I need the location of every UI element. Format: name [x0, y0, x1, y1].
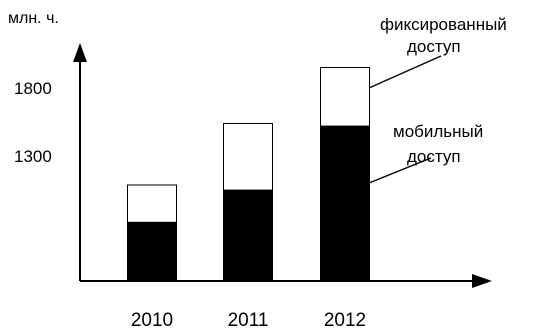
y-axis-arrowhead: [73, 43, 87, 62]
bars-group: [127, 67, 370, 282]
bar-mobile-access-2011: [223, 189, 273, 282]
x-tick-label-2011: 2011: [228, 310, 269, 330]
x-tick-label-2012: 2012: [324, 310, 366, 330]
mobile-access-callout-line: [368, 157, 432, 184]
mobile-access-label-line2: доступ: [407, 147, 461, 166]
x-axis-arrowhead: [472, 274, 492, 288]
bar-fixed-access-2012: [320, 67, 370, 127]
bar-mobile-access-2012: [320, 125, 370, 282]
fixed-access-callout-line: [368, 55, 442, 89]
y-axis-label: млн. ч.: [8, 10, 59, 27]
mobile-access-label-line1: мобильный: [393, 122, 483, 141]
y-tick-label-1800: 1800: [14, 79, 52, 98]
bar-fixed-access-2011: [223, 122, 273, 191]
fixed-access-label-line1: фиксированный: [380, 15, 507, 34]
x-tick-labels: 2010 2011 2012: [131, 310, 366, 330]
x-tick-label-2010: 2010: [131, 310, 173, 330]
bar-mobile-access-2010: [127, 221, 177, 282]
y-tick-label-1300: 1300: [14, 147, 52, 166]
fixed-access-label-line2: доступ: [407, 37, 461, 56]
bar-fixed-access-2010: [127, 184, 177, 223]
